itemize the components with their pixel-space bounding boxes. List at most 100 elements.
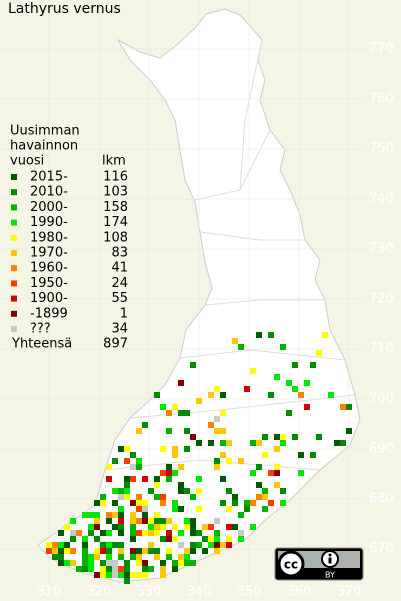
observation-square (106, 518, 112, 524)
x-label: 330 (137, 585, 162, 600)
observation-square (100, 530, 106, 536)
observation-square (142, 530, 148, 536)
observation-square (298, 452, 304, 458)
total-label: Yhteensä (11, 337, 72, 352)
x-label: 360 (287, 585, 312, 600)
observation-square (250, 440, 256, 446)
y-label: 770 (369, 42, 394, 57)
observation-square (220, 410, 226, 416)
observation-square (250, 368, 256, 374)
observation-square (220, 452, 226, 458)
observation-square (190, 434, 196, 440)
observation-square (178, 464, 184, 470)
observation-square (202, 548, 208, 554)
observation-square (274, 446, 280, 452)
observation-square (100, 500, 106, 506)
observation-square (214, 542, 220, 548)
x-label: 340 (187, 585, 212, 600)
observation-square (58, 530, 64, 536)
observation-square (112, 512, 118, 518)
legend-label: 1970- (30, 246, 68, 261)
observation-square (244, 386, 250, 392)
legend-label: ??? (30, 322, 51, 337)
observation-square (184, 428, 190, 434)
observation-square (52, 548, 58, 554)
by-head (328, 553, 332, 557)
observation-square (148, 524, 154, 530)
y-label: 680 (369, 492, 394, 507)
observation-square (178, 560, 184, 566)
observation-square (184, 518, 190, 524)
observation-square (76, 566, 82, 572)
observation-square (214, 464, 220, 470)
observation-square (58, 548, 64, 554)
x-label: 350 (237, 585, 262, 600)
observation-square (172, 536, 178, 542)
observation-square (124, 572, 130, 578)
observation-square (208, 392, 214, 398)
observation-square (286, 380, 292, 386)
by-text: BY (325, 571, 335, 580)
observation-square (82, 512, 88, 518)
legend-count-header: lkm (102, 154, 126, 169)
observation-square (94, 500, 100, 506)
observation-square (106, 542, 112, 548)
observation-square (94, 548, 100, 554)
observation-square (130, 476, 136, 482)
observation-square (226, 506, 232, 512)
legend-swatch (11, 310, 17, 317)
legend-swatch (11, 326, 17, 332)
observation-square (148, 542, 154, 548)
observation-square (172, 566, 178, 572)
observation-square (100, 566, 106, 572)
observation-square (106, 560, 112, 566)
observation-square (124, 560, 130, 566)
observation-square (334, 440, 340, 446)
observation-square (208, 440, 214, 446)
observation-square (166, 554, 172, 560)
observation-square (160, 494, 166, 500)
observation-square (154, 524, 160, 530)
observation-square (130, 512, 136, 518)
observation-square (112, 458, 118, 464)
observation-square (160, 500, 166, 506)
observation-square (106, 548, 112, 554)
observation-square (118, 524, 124, 530)
observation-square (82, 536, 88, 542)
observation-square (274, 464, 280, 470)
observation-square (292, 362, 298, 368)
observation-square (238, 530, 244, 536)
observation-square (154, 392, 160, 398)
observation-square (172, 500, 178, 506)
observation-square (94, 572, 100, 578)
legend-count: 116 (103, 170, 128, 185)
observation-square (226, 458, 232, 464)
observation-square (106, 530, 112, 536)
observation-square (280, 500, 286, 506)
observation-square (220, 476, 226, 482)
observation-square (82, 548, 88, 554)
observation-square (148, 518, 154, 524)
observation-square (76, 530, 82, 536)
observation-square (214, 530, 220, 536)
observation-square (112, 566, 118, 572)
observation-square (70, 530, 76, 536)
legend-count: 55 (111, 291, 128, 306)
x-label: 370 (337, 585, 362, 600)
observation-square (292, 386, 298, 392)
observation-square (148, 566, 154, 572)
observation-square (250, 500, 256, 506)
observation-square (262, 494, 268, 500)
cc-text: cc (284, 558, 298, 572)
observation-square (316, 434, 322, 440)
observation-square (160, 536, 166, 542)
observation-square (166, 518, 172, 524)
observation-square (178, 410, 184, 416)
observation-square (190, 560, 196, 566)
observation-square (142, 500, 148, 506)
observation-square (220, 542, 226, 548)
observation-square (262, 452, 268, 458)
observation-square (166, 470, 172, 476)
legend-label: 1960- (30, 261, 68, 276)
